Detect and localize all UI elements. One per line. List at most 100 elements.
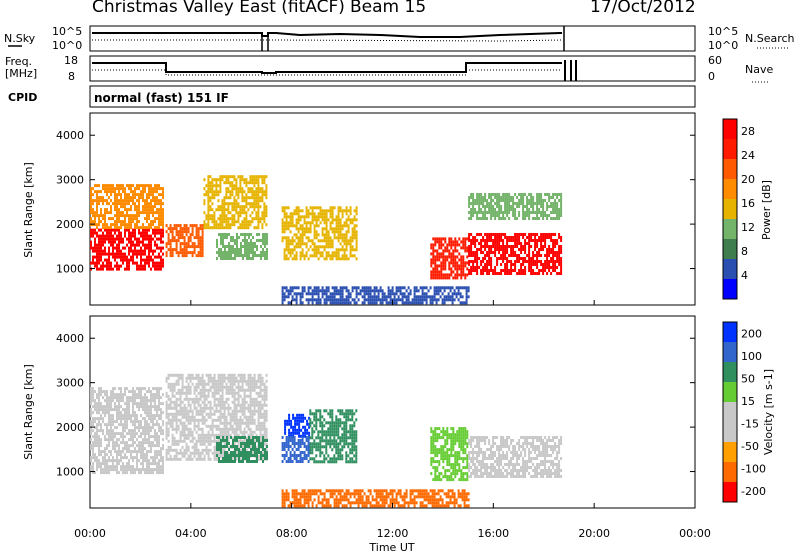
echo-cell [330, 295, 332, 298]
echo-cell [282, 230, 284, 233]
echo-cell [114, 408, 116, 411]
echo-cell [454, 292, 456, 295]
echo-cell [136, 468, 138, 471]
echo-cell [225, 208, 227, 211]
echo-cell [136, 250, 138, 253]
echo-cell [458, 237, 460, 240]
echo-cell [132, 459, 134, 462]
echo-cell [558, 199, 560, 202]
echo-cell [162, 444, 164, 447]
echo-cell [128, 247, 130, 250]
echo-cell [257, 181, 259, 184]
echo-cell [152, 238, 154, 241]
echo-cell [162, 190, 164, 193]
echo-cell [246, 251, 248, 254]
echo-cell [246, 389, 248, 392]
echo-cell [241, 193, 243, 196]
echo-cell [108, 435, 110, 438]
echo-cell [100, 250, 102, 253]
echo-cell [148, 411, 150, 414]
echo-cell [228, 380, 230, 383]
echo-cell [170, 446, 172, 449]
echo-cell [130, 241, 132, 244]
echo-cell [298, 245, 300, 248]
echo-cell [108, 450, 110, 453]
echo-cell [239, 184, 241, 187]
echo-cell [518, 214, 520, 217]
echo-cell [186, 389, 188, 392]
echo-cell [108, 217, 110, 220]
echo-cell [106, 211, 108, 214]
echo-cell [221, 211, 223, 214]
echo-cell [316, 206, 318, 209]
echo-cell [392, 292, 394, 295]
echo-cell [374, 286, 376, 289]
echo-cell [328, 242, 330, 245]
echo-cell [261, 223, 263, 226]
echo-cell [484, 214, 486, 217]
echo-cell [210, 410, 212, 413]
echo-cell [180, 458, 182, 461]
echo-cell [450, 286, 452, 289]
echo-cell [426, 292, 428, 295]
echo-cell [116, 262, 118, 265]
echo-cell [548, 254, 550, 257]
echo-cell [348, 209, 350, 212]
echo-cell [120, 417, 122, 420]
echo-cell [239, 211, 241, 214]
echo-cell [96, 247, 98, 250]
echo-cell [203, 193, 205, 196]
echo-cell [236, 431, 238, 434]
echo-region [468, 193, 562, 220]
echo-cell [188, 404, 190, 407]
echo-cell [146, 208, 148, 211]
echo-cell [132, 387, 134, 390]
echo-cell [174, 248, 176, 251]
echo-cell [243, 205, 245, 208]
echo-cell [308, 221, 310, 224]
echo-cell [257, 193, 259, 196]
echo-cell [378, 295, 380, 298]
echo-cell [240, 380, 242, 383]
echo-cell [420, 286, 422, 289]
echo-cell [446, 295, 448, 298]
echo-cell [476, 263, 478, 266]
echo-cell [244, 395, 246, 398]
echo-cell [216, 458, 218, 461]
echo-cell [482, 251, 484, 254]
echo-cell [120, 393, 122, 396]
echo-cell [476, 251, 478, 254]
echo-cell [142, 193, 144, 196]
echo-cell [104, 471, 106, 474]
echo-cell [100, 390, 102, 393]
echo-cell [230, 389, 232, 392]
echo-cell [540, 205, 542, 208]
echo-cell [158, 459, 160, 462]
echo-cell [132, 253, 134, 256]
echo-cell [436, 249, 438, 252]
echo-cell [194, 398, 196, 401]
echo-cell [534, 248, 536, 251]
echo-cell [548, 236, 550, 239]
echo-cell [486, 205, 488, 208]
echo-cell [316, 230, 318, 233]
echo-cell [203, 178, 205, 181]
echo-cell [472, 263, 474, 266]
echo-cell [288, 206, 290, 209]
echo-cell [243, 226, 245, 229]
freq-frame [90, 56, 695, 81]
echo-cell [108, 402, 110, 405]
echo-cell [196, 233, 198, 236]
echo-cell [102, 405, 104, 408]
echo-cell [114, 196, 116, 199]
colorbar-swatch [723, 239, 737, 260]
echo-cell [356, 289, 358, 292]
echo-cell [154, 190, 156, 193]
echo-cell [128, 405, 130, 408]
echo-cell [136, 402, 138, 405]
echo-cell [118, 265, 120, 268]
echo-cell [540, 202, 542, 205]
echo-cell [122, 438, 124, 441]
echo-cell [474, 269, 476, 272]
echo-cell [356, 295, 358, 298]
